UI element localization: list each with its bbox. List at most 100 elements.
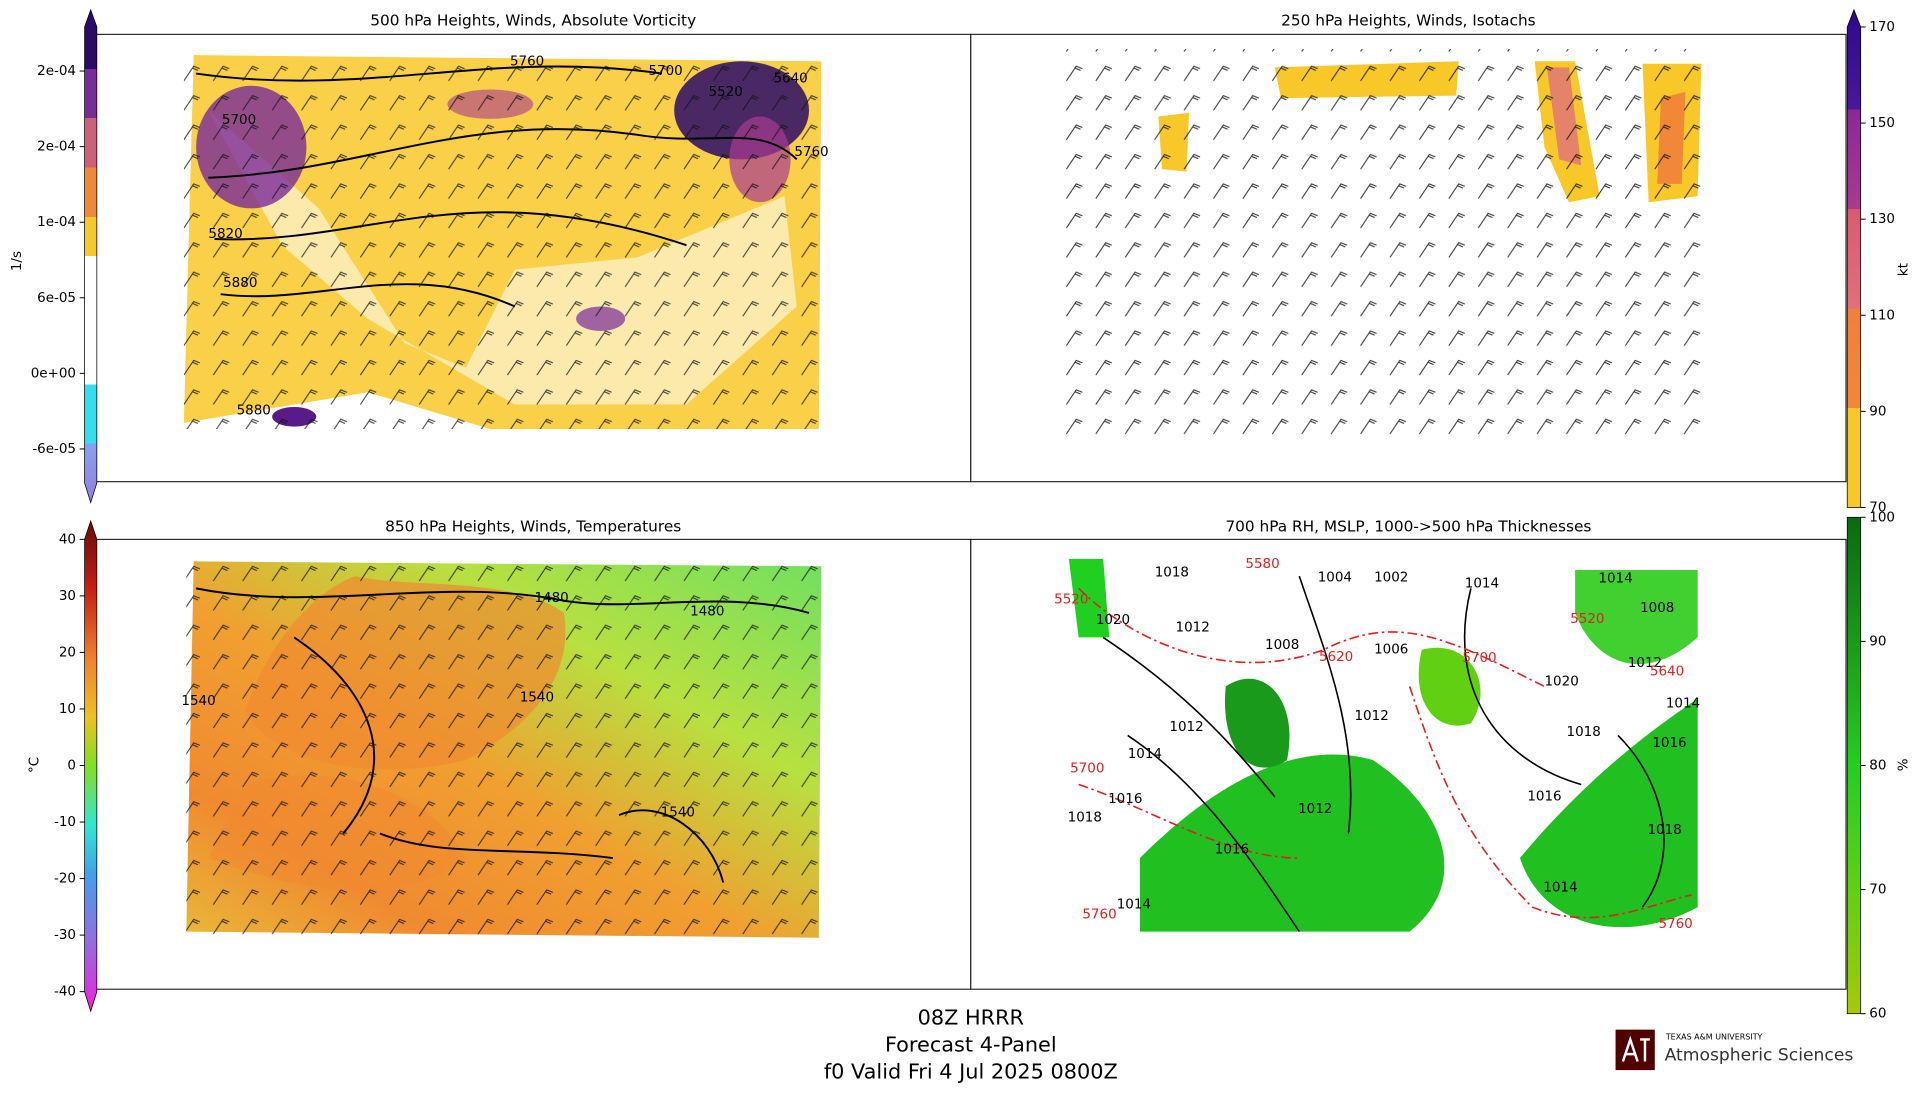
contour-label: 1014 — [1465, 575, 1499, 591]
colorbar-tick-label: -40 — [54, 984, 76, 1000]
contour-label: 1014 — [1117, 897, 1151, 913]
contour-label: 5880 — [237, 403, 271, 419]
footer-line: f0 Valid Fri 4 Jul 2025 0800Z — [824, 1060, 1118, 1084]
footer-line: 08Z HRRR — [918, 1006, 1024, 1030]
contour-label: 1540 — [661, 805, 695, 821]
colorbar-tick-label: -6e-05 — [32, 441, 76, 457]
contour-label: 1012 — [1176, 620, 1210, 636]
colorbar-isotachs — [1846, 8, 1862, 508]
panel-title: 250 hPa Heights, Winds, Isotachs — [1281, 11, 1535, 29]
contour-label: 5700 — [1462, 650, 1496, 666]
colorbar-tick-label: 0e+00 — [31, 365, 76, 381]
contour-label: 5520 — [1054, 591, 1088, 607]
contour-label: 5520 — [1570, 611, 1604, 627]
colorbar-tick-label: 80 — [1869, 757, 1886, 773]
contour-label: 5760 — [1658, 916, 1692, 932]
contour-label: 5700 — [222, 112, 256, 128]
colorbar-tick-label: 70 — [1869, 499, 1886, 515]
contour-label: 5760 — [510, 53, 544, 69]
colorbar-rh — [1846, 516, 1862, 1015]
contour-label: 5640 — [773, 70, 807, 86]
colorbar-tick-label: 130 — [1869, 211, 1895, 227]
colorbar-tick-label: 70 — [1869, 882, 1886, 898]
contour-label: 1004 — [1318, 569, 1352, 585]
colorbar-label: °C — [26, 757, 42, 773]
colorbar-tick-label: 2e-04 — [37, 139, 76, 155]
colorbar-tick-label: 90 — [1869, 633, 1886, 649]
logo-department: Atmospheric Sciences — [1665, 1045, 1854, 1065]
contour-label: 5700 — [648, 63, 682, 79]
contour-label: 5760 — [794, 144, 828, 160]
contour-label: 1020 — [1544, 674, 1578, 690]
colorbar-tick-label: -30 — [54, 927, 76, 943]
contour-label: 1014 — [1128, 746, 1162, 762]
contour-label: 1008 — [1265, 637, 1299, 653]
contour-label: 1008 — [1640, 600, 1674, 616]
colorbar-tick-label: 2e-04 — [37, 63, 76, 79]
contour-label: 5580 — [1245, 556, 1279, 572]
contour-label: 1016 — [1108, 791, 1142, 807]
colorbar-tick-label: 20 — [59, 644, 76, 660]
contour-label: 1018 — [1647, 822, 1681, 838]
colorbar-tick-label: 90 — [1869, 403, 1886, 419]
panel-500 — [95, 33, 972, 483]
contour-label: 5760 — [1082, 906, 1116, 922]
panel-850 — [95, 538, 972, 990]
colorbar-tick-label: 1e-04 — [37, 214, 76, 230]
contour-label: 1014 — [1543, 879, 1577, 895]
colorbar-label: kt — [1896, 263, 1912, 276]
contour-label: 5620 — [1319, 649, 1353, 665]
contour-label: 1012 — [1298, 801, 1332, 817]
panel-250 — [970, 33, 1847, 483]
panel-title: 700 hPa RH, MSLP, 1000->500 hPa Thicknes… — [1225, 518, 1591, 536]
contour-label: 1018 — [1155, 564, 1189, 580]
colorbar-vorticity — [84, 8, 98, 504]
footer-line: Forecast 4-Panel — [885, 1033, 1057, 1057]
footer: 08Z HRRR Forecast 4-Panel f0 Valid Fri 4… — [824, 1006, 1118, 1084]
contour-label: 1540 — [520, 689, 554, 705]
contour-label: 1540 — [181, 693, 215, 709]
colorbar-tick-label: 110 — [1869, 307, 1895, 323]
colorbar-tick-label: 40 — [59, 531, 76, 547]
contour-label: 1014 — [1598, 571, 1632, 587]
colorbar-tick-label: 60 — [1869, 1006, 1886, 1022]
contour-label: 1020 — [1096, 612, 1130, 628]
colorbar-label: 1/s — [9, 251, 25, 271]
contour-label: 1002 — [1374, 569, 1408, 585]
contour-label: 5820 — [208, 226, 242, 242]
colorbar-temperature — [84, 519, 98, 1013]
contour-label: 1012 — [1628, 655, 1662, 671]
panel-700 — [970, 538, 1847, 990]
contour-label: 1012 — [1354, 708, 1388, 724]
colorbar-tick-label: 0 — [67, 757, 76, 773]
colorbar-tick-label: 170 — [1869, 19, 1895, 35]
contour-label: 1480 — [690, 604, 724, 620]
panel-title: 500 hPa Heights, Winds, Absolute Vortici… — [370, 11, 696, 29]
contour-label: 1016 — [1215, 841, 1249, 857]
contour-label: 1016 — [1652, 735, 1686, 751]
colorbar-tick-label: 150 — [1869, 115, 1895, 131]
contour-label: 1006 — [1374, 642, 1408, 658]
contour-label: 5520 — [709, 84, 743, 100]
colorbar-tick-label: -10 — [54, 814, 76, 830]
panel-title: 850 hPa Heights, Winds, Temperatures — [385, 518, 681, 536]
contour-label: 1016 — [1527, 789, 1561, 805]
colorbar-tick-label: 6e-05 — [37, 290, 76, 306]
logo: TEXAS A&M UNIVERSITY Atmospheric Science… — [1615, 1029, 1854, 1071]
colorbar-tick-label: 100 — [1869, 509, 1895, 525]
contour-label: 1480 — [534, 590, 568, 606]
colorbar-tick-label: 30 — [59, 588, 76, 604]
logo-university: TEXAS A&M UNIVERSITY — [1665, 1032, 1763, 1041]
contour-label: 1018 — [1068, 810, 1102, 826]
contour-label: 1012 — [1169, 719, 1203, 735]
colorbar-tick-label: 10 — [59, 701, 76, 717]
contour-label: 5640 — [1650, 664, 1684, 680]
colorbar-label: % — [1896, 758, 1912, 771]
contour-label: 5700 — [1070, 761, 1104, 777]
contour-label: 1014 — [1666, 696, 1700, 712]
contour-label: 1018 — [1567, 724, 1601, 740]
colorbar-tick-label: -20 — [54, 871, 76, 887]
contour-label: 5880 — [223, 275, 257, 291]
